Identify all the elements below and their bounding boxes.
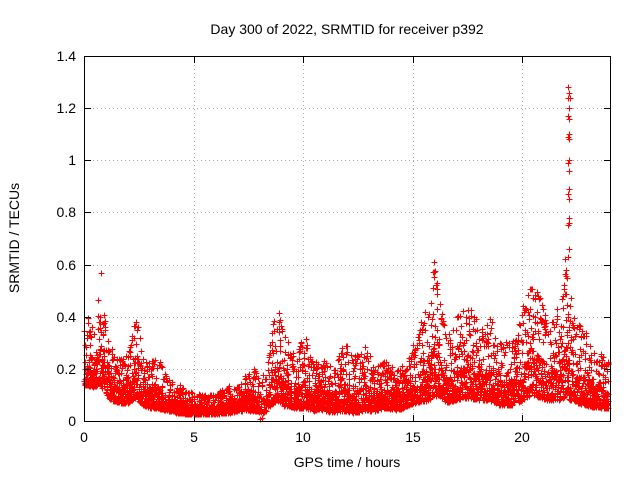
y-tick-label: 0.8: [56, 204, 76, 220]
chart-title: Day 300 of 2022, SRMTID for receiver p39…: [210, 21, 484, 37]
x-axis-label: GPS time / hours: [293, 454, 401, 470]
x-tick-label: 15: [405, 429, 421, 445]
x-tick-label: 10: [295, 429, 311, 445]
y-tick-label: 0: [68, 413, 76, 429]
axis-ticks: [84, 56, 610, 422]
x-tick-label: 20: [514, 429, 530, 445]
y-tick-label: 0.6: [56, 257, 76, 273]
border-rect: [84, 56, 611, 422]
x-tick-label: 5: [190, 429, 198, 445]
y-tick-label: 0.4: [56, 309, 76, 325]
y-tick-label: 1.4: [56, 48, 76, 64]
scatter-series: [81, 84, 612, 423]
y-tick-label: 0.2: [56, 361, 76, 377]
y-tick-label: 1.2: [56, 100, 76, 116]
tick-marks: [84, 56, 610, 422]
x-tick-label: 0: [80, 429, 88, 445]
y-tick-label: 1: [68, 152, 76, 168]
scatter-points: [81, 84, 612, 423]
plot-border: [84, 56, 611, 422]
